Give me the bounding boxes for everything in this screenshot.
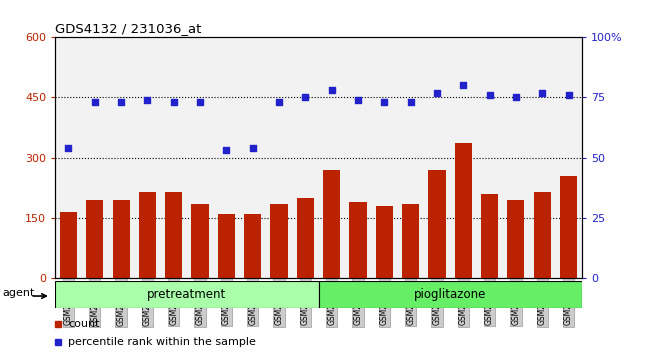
Text: GDS4132 / 231036_at: GDS4132 / 231036_at bbox=[55, 22, 201, 35]
Bar bbox=[455, 143, 472, 278]
Bar bbox=[376, 206, 393, 278]
Point bbox=[248, 145, 258, 151]
Bar bbox=[218, 214, 235, 278]
Bar bbox=[508, 200, 525, 278]
Point bbox=[537, 90, 547, 95]
Text: count: count bbox=[68, 319, 100, 329]
Point bbox=[326, 87, 337, 93]
Bar bbox=[350, 202, 367, 278]
Point bbox=[564, 92, 574, 98]
Bar bbox=[402, 204, 419, 278]
Bar bbox=[86, 200, 103, 278]
Point bbox=[432, 90, 442, 95]
Bar bbox=[244, 214, 261, 278]
Bar bbox=[192, 204, 209, 278]
Point bbox=[142, 97, 153, 103]
Point bbox=[90, 99, 100, 105]
Text: pioglitazone: pioglitazone bbox=[414, 288, 486, 301]
Text: pretreatment: pretreatment bbox=[148, 288, 226, 301]
Bar bbox=[481, 194, 498, 278]
Point bbox=[379, 99, 389, 105]
Bar bbox=[428, 170, 445, 278]
Bar bbox=[60, 212, 77, 278]
Text: percentile rank within the sample: percentile rank within the sample bbox=[68, 337, 256, 348]
Bar bbox=[560, 176, 577, 278]
Bar bbox=[270, 204, 287, 278]
FancyBboxPatch shape bbox=[318, 281, 582, 308]
Bar bbox=[297, 198, 314, 278]
Text: agent: agent bbox=[3, 289, 35, 298]
Point bbox=[484, 92, 495, 98]
Point bbox=[300, 95, 311, 100]
Point bbox=[116, 99, 126, 105]
Point bbox=[511, 95, 521, 100]
Point bbox=[195, 99, 205, 105]
Point bbox=[168, 99, 179, 105]
Point bbox=[406, 99, 416, 105]
Bar bbox=[534, 192, 551, 278]
Point bbox=[274, 99, 284, 105]
Bar bbox=[323, 170, 340, 278]
Point bbox=[63, 145, 73, 151]
Point bbox=[353, 97, 363, 103]
Bar bbox=[112, 200, 129, 278]
Bar bbox=[165, 192, 182, 278]
Point bbox=[221, 148, 231, 153]
Bar bbox=[139, 192, 156, 278]
FancyBboxPatch shape bbox=[55, 281, 318, 308]
Point bbox=[458, 82, 469, 88]
